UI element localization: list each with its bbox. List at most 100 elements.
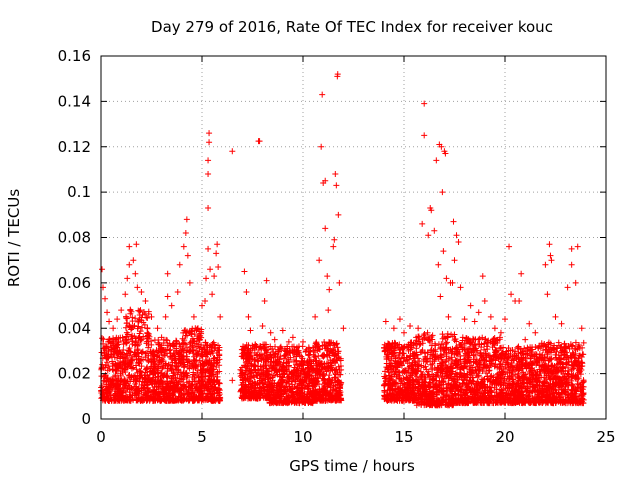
data-point-cluster [121, 376, 128, 383]
data-point-cluster [179, 345, 186, 352]
data-point-cluster [128, 326, 135, 333]
data-point-cluster [180, 341, 187, 348]
data-point-cluster [195, 341, 202, 348]
data-point-cluster [112, 372, 119, 379]
data-point-cluster [116, 388, 123, 395]
data-point-cluster [181, 363, 188, 370]
data-point-cluster [212, 345, 219, 352]
data-point-cluster [139, 374, 146, 381]
data-point-cluster [192, 358, 199, 365]
data-point-cluster [137, 337, 144, 344]
data-point-cluster [136, 308, 143, 315]
data-point-cluster [159, 379, 166, 386]
data-point-cluster [123, 329, 130, 336]
data-point-cluster [124, 378, 131, 385]
data-point-cluster [138, 387, 145, 394]
data-point-cluster [155, 361, 162, 368]
data-point-cluster [130, 353, 137, 360]
data-point-cluster [209, 341, 216, 348]
data-point-cluster [155, 341, 162, 348]
data-point-cluster [163, 336, 170, 343]
data-point-cluster [136, 334, 143, 341]
data-point-cluster [183, 379, 190, 386]
data-point-cluster [125, 382, 132, 389]
data-point-cluster [211, 355, 218, 362]
data-point-cluster [168, 375, 175, 382]
data-point-cluster [214, 387, 221, 394]
data-point-cluster [133, 375, 140, 382]
data-point-cluster [147, 396, 154, 403]
data-point-cluster [139, 311, 146, 318]
data-point-cluster [326, 372, 333, 379]
data-point-cluster [189, 342, 196, 349]
data-point-cluster [114, 354, 121, 361]
data-point-cluster [216, 352, 223, 359]
data-point-cluster [102, 394, 109, 401]
data-point-cluster [139, 324, 146, 331]
data-point-cluster [186, 392, 193, 399]
data-marks [98, 71, 587, 409]
data-point-cluster [151, 362, 158, 369]
data-point-cluster [198, 334, 205, 341]
data-point-cluster [105, 336, 112, 343]
data-point-cluster [133, 397, 140, 404]
data-point-cluster [134, 342, 141, 349]
data-point-cluster [200, 383, 207, 390]
data-point-cluster [126, 397, 133, 404]
data-point-cluster [141, 382, 148, 389]
data-point-cluster [144, 372, 151, 379]
data-point-cluster [117, 372, 124, 379]
data-point-cluster [186, 348, 193, 355]
data-point-cluster [124, 315, 131, 322]
data-point-cluster [148, 337, 155, 344]
data-point-cluster [113, 349, 120, 356]
data-point-cluster [207, 351, 214, 358]
data-point-cluster [216, 362, 223, 369]
data-point-cluster [122, 324, 129, 331]
data-point-cluster [135, 323, 142, 330]
data-point-cluster [142, 310, 149, 317]
data-point-cluster [175, 366, 182, 373]
data-point-cluster [183, 349, 190, 356]
data-point-cluster [135, 317, 142, 324]
data-point-cluster [440, 334, 447, 341]
data-point-cluster [132, 315, 139, 322]
data-point-cluster [159, 364, 166, 371]
data-point-cluster [163, 392, 170, 399]
data-point-cluster [129, 341, 136, 348]
data-point-cluster [105, 395, 112, 402]
data-point-cluster [104, 367, 111, 374]
data-point-cluster [135, 355, 142, 362]
data-point-cluster [99, 361, 106, 368]
data-point-cluster [180, 364, 187, 371]
data-point-cluster [132, 380, 139, 387]
data-point-cluster [155, 390, 162, 397]
data-point-cluster [202, 339, 209, 346]
data-point-cluster [109, 377, 116, 384]
data-point-cluster [202, 349, 209, 356]
data-point-cluster [134, 369, 141, 376]
data-point-cluster [216, 380, 223, 387]
data-point-cluster [101, 352, 108, 359]
data-point-cluster [126, 361, 133, 368]
data-point-cluster [104, 343, 111, 350]
data-point-cluster [185, 383, 192, 390]
data-point-cluster [207, 390, 214, 397]
data-point-cluster [203, 359, 210, 366]
data-point-cluster [170, 387, 177, 394]
data-point-cluster [181, 373, 188, 380]
data-point-cluster [170, 350, 177, 357]
data-point-cluster [110, 335, 117, 342]
data-point-cluster [186, 365, 193, 372]
data-point-cluster [110, 366, 117, 373]
data-point-cluster [184, 372, 191, 379]
data-point-cluster [202, 397, 209, 404]
data-point-cluster [113, 368, 120, 375]
data-point-cluster [138, 356, 145, 363]
data-point-cluster [210, 378, 217, 385]
data-point-cluster [159, 365, 166, 372]
data-point-cluster [191, 378, 198, 385]
data-point-cluster [200, 344, 207, 351]
data-point-cluster [215, 347, 222, 354]
data-point-cluster [174, 371, 181, 378]
